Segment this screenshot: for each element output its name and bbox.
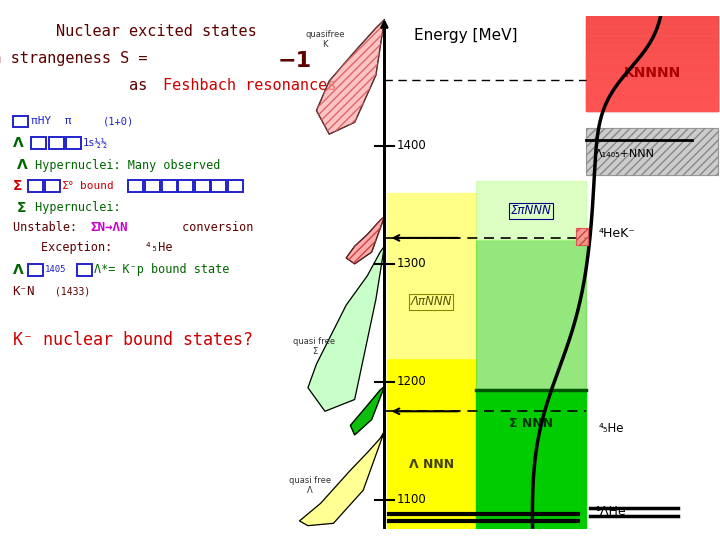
Text: Hypernuclei:: Hypernuclei: [28,201,121,214]
Text: Σ NNN: Σ NNN [509,416,553,429]
Text: 1s½½: 1s½½ [83,138,108,148]
Text: Λ: Λ [17,158,28,172]
Text: quasifree
K: quasifree K [305,30,345,50]
Bar [586,128,718,176]
Polygon shape [317,20,384,134]
Bar [228,180,243,192]
Text: quasi free
Λ: quasi free Λ [289,476,331,495]
Bar [586,82,718,92]
Text: as: as [129,78,157,93]
Text: (1433): (1433) [55,287,90,296]
Text: conversion: conversion [176,221,253,234]
Bar [212,180,227,192]
Bar [586,128,718,176]
Text: Λ: Λ [12,263,23,277]
Text: πHY  π: πHY π [32,117,72,126]
Text: Feshbach resonances: Feshbach resonances [163,78,336,93]
Bar [476,390,586,529]
Bar [586,16,718,25]
Text: Exception:: Exception: [41,241,119,254]
Text: (1+0): (1+0) [104,117,135,126]
Text: ΛπNNN: ΛπNNN [410,295,452,308]
Text: Energy [MeV]: Energy [MeV] [414,28,518,43]
Text: ⁴₅He: ⁴₅He [144,241,173,254]
Bar [586,101,718,111]
Text: Λ*= K⁻p bound state: Λ*= K⁻p bound state [94,264,230,276]
Bar [145,180,160,192]
Text: KNNNN: KNNNN [624,66,680,80]
Text: 1100: 1100 [397,493,427,506]
Bar [586,16,718,111]
Text: ¹ΛHe: ¹ΛHe [595,505,625,518]
Text: ⁴₅He: ⁴₅He [599,422,624,435]
Text: 1400: 1400 [397,139,427,152]
Bar [476,240,586,390]
Bar [387,193,476,358]
Bar [179,180,193,192]
Bar [476,181,586,240]
Bar [195,180,210,192]
Text: 1200: 1200 [397,375,427,388]
Bar [586,35,718,44]
Bar [586,44,718,54]
Text: ΣπNNN: ΣπNNN [510,204,552,217]
Bar [45,180,60,192]
Text: with strangeness S =: with strangeness S = [0,51,157,66]
Bar [66,137,81,149]
Polygon shape [351,387,384,435]
Text: Σ°: Σ° [62,181,74,191]
Bar [387,358,476,529]
Text: Λ₁₄₀₅+NNN: Λ₁₄₀₅+NNN [595,149,654,159]
Text: Σ: Σ [12,179,22,193]
Text: ΣN→ΛN: ΣN→ΛN [91,221,128,234]
Polygon shape [300,431,384,525]
Bar [12,116,27,127]
Text: Λ NNN: Λ NNN [408,458,454,471]
Text: Nuclear excited states: Nuclear excited states [56,24,257,39]
Bar [77,264,91,276]
Text: K⁻N: K⁻N [12,285,35,298]
Bar [586,92,718,101]
Text: 1405: 1405 [45,266,66,274]
Bar [32,137,46,149]
Text: quasi free
Σ: quasi free Σ [293,337,336,356]
Polygon shape [308,246,384,411]
Bar [586,25,718,35]
Bar [586,63,718,73]
Bar [28,264,43,276]
Bar [586,73,718,82]
Bar [48,137,63,149]
Bar [575,228,588,245]
Bar [28,180,43,192]
Text: Unstable:: Unstable: [12,221,84,234]
Text: −1: −1 [277,51,312,71]
Text: ⁴HeK⁻: ⁴HeK⁻ [599,227,636,240]
Text: Σ: Σ [17,201,27,215]
Text: 1300: 1300 [397,258,427,271]
Bar [586,54,718,63]
Text: Λ: Λ [12,136,23,150]
Bar [575,228,588,245]
Polygon shape [346,217,384,264]
Text: bound: bound [80,181,114,191]
Text: Hypernuclei: Many observed: Hypernuclei: Many observed [28,159,220,172]
Text: K⁻ nuclear bound states?: K⁻ nuclear bound states? [12,331,253,349]
Bar [128,180,143,192]
Bar [161,180,176,192]
